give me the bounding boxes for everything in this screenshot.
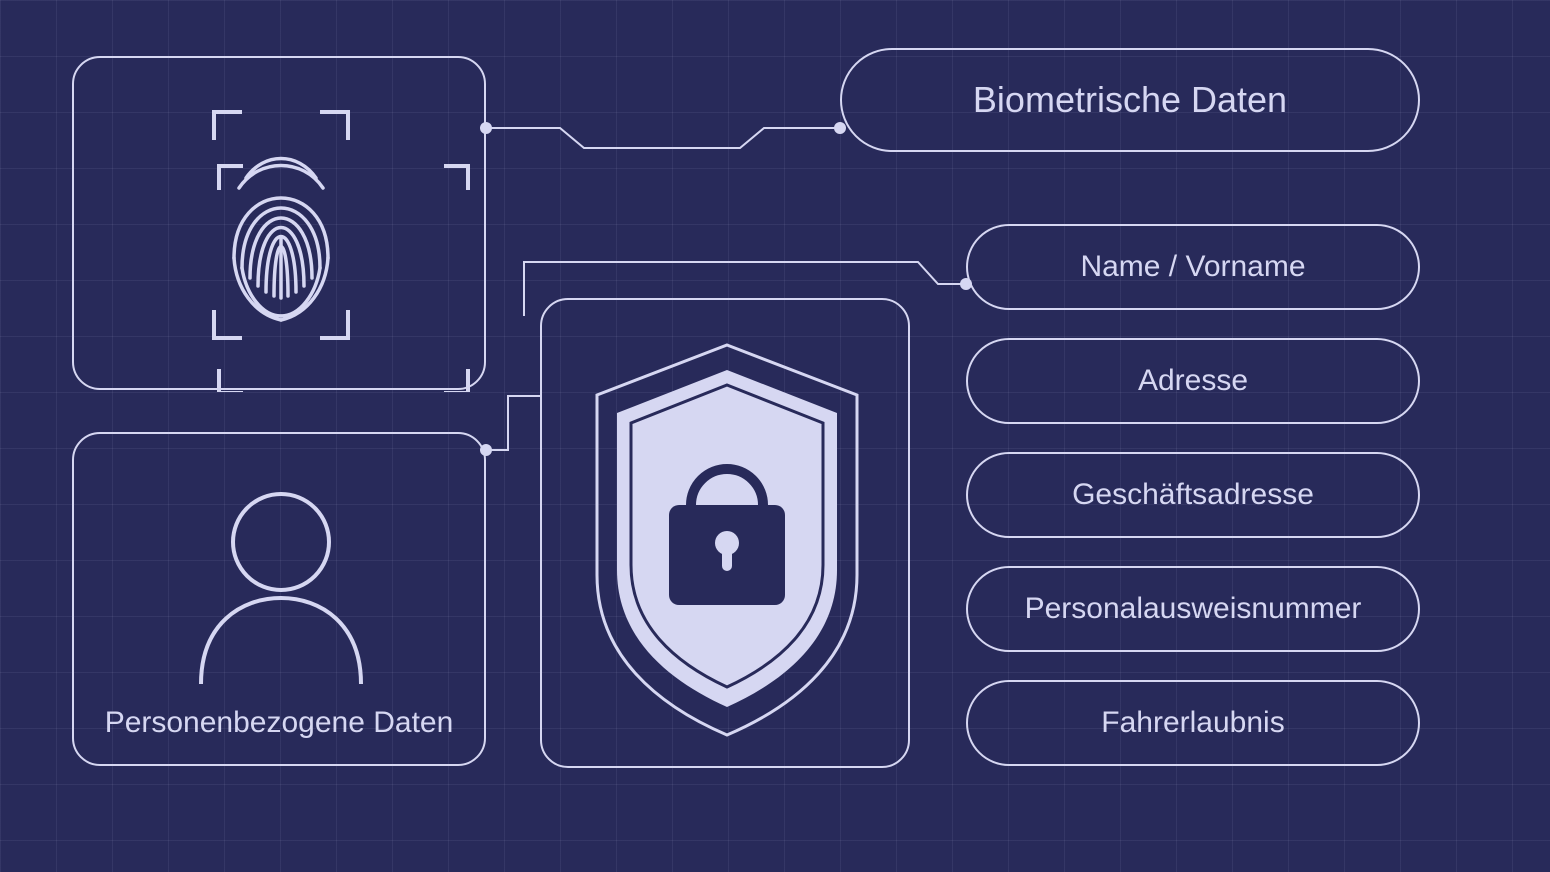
shield-panel	[540, 298, 910, 768]
pill-biometric: Biometrische Daten	[840, 48, 1420, 152]
fingerprint-panel	[72, 56, 486, 390]
pill-license-label: Fahrerlaubnis	[1101, 706, 1284, 740]
pill-address: Adresse	[966, 338, 1420, 424]
pill-idnumber: Personalausweisnummer	[966, 566, 1420, 652]
pill-idnumber-label: Personalausweisnummer	[1025, 592, 1362, 626]
pill-name: Name / Vorname	[966, 224, 1420, 310]
pill-business: Geschäftsadresse	[966, 452, 1420, 538]
pill-business-label: Geschäftsadresse	[1072, 478, 1314, 512]
pill-address-label: Adresse	[1138, 364, 1248, 398]
pill-license: Fahrerlaubnis	[966, 680, 1420, 766]
pill-biometric-label: Biometrische Daten	[973, 79, 1287, 121]
person-panel: Personenbezogene Daten	[72, 432, 486, 766]
pill-name-label: Name / Vorname	[1080, 250, 1305, 284]
person-panel-caption: Personenbezogene Daten	[74, 706, 484, 740]
shield-lock-icon	[542, 300, 912, 770]
fingerprint-icon	[74, 58, 488, 392]
